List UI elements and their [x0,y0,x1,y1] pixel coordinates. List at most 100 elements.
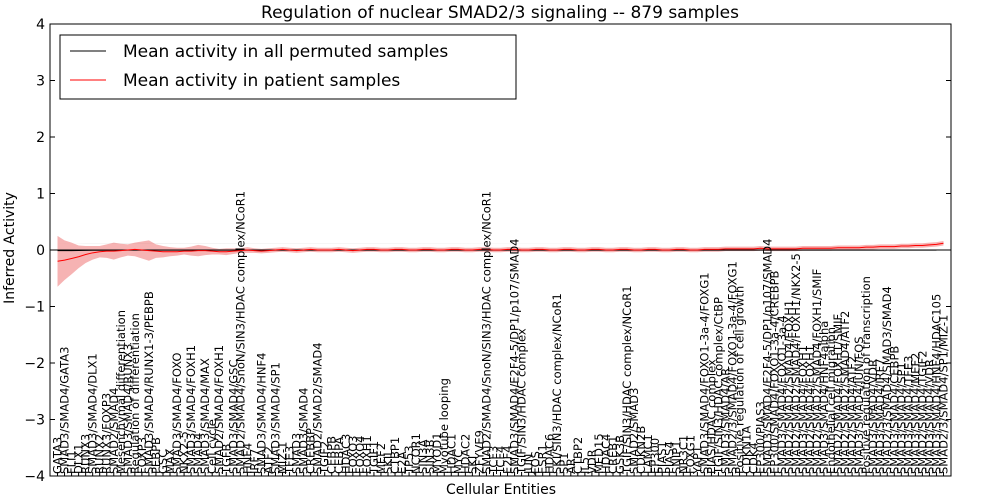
patient-band [57,235,944,287]
x-tick-label: VDR [585,449,599,474]
x-tick-label: CREB1 [606,436,620,475]
x-tick-label: SMAD3/SMAD4/IRF7 [873,358,887,474]
y-tick-label: −1 [24,300,45,316]
x-tick-label: NCOR1 [409,433,423,474]
x-tick-label: E2A [395,451,409,474]
x-tick-label: HDAC2 [458,434,472,474]
x-tick-label: TCF3 [486,446,500,475]
x-tick-label: TCF4 [494,446,508,475]
x-tick-label: CDKN2B [634,426,648,474]
plot-frame [49,23,952,477]
x-tick-label: CTBP1 [388,437,402,474]
x-tick-label: SMAD2/SMAD2/SMAD4/ATF2 [838,311,852,474]
x-tick-label: EP300/PIAS3 [754,401,768,474]
x-tick-label: FLI1 [65,450,79,474]
legend-label-patient: Mean activity in patient samples [123,71,400,91]
x-tick-label: SMAD2/SMAD3 [627,388,641,474]
x-tick-label: SMAD3/SMAD4/DLX1 [86,353,100,474]
x-tick-label: SMAD4 [191,433,205,474]
y-tick-label: 4 [36,17,45,33]
x-tick-label: TGIF2 [318,441,332,475]
permuted-band [57,243,937,244]
x-tick-label: CEBPA [332,437,346,474]
x-tick-label: SMAD3/SMAD4/E2F4-5/DP1/p107/SMAD4 [508,239,522,475]
x-tick-label: FOXO3 [346,436,360,474]
x-tick-label: EP300 [648,438,662,474]
x-tick-label: Cell cycle [205,419,219,474]
x-tick-label: SMAD3/SMAD4/SP1 [894,362,908,474]
y-tick-label: −2 [24,356,45,372]
x-tick-label: TGIF/SIN3/HDAC complex [515,328,529,475]
y-axis-ticks: −4 −3 −2 −1 0 1 2 3 4 [24,17,951,485]
x-tick-label: SMAD3/SMAD4/HNF4 [254,353,268,474]
x-tick-label: GSC [156,450,170,474]
x-tick-label: CTBP2 [571,437,585,474]
x-tick-label: SMAD2/SMAD4/FOXH1/SMIF [831,314,845,474]
x-tick-label: SMAD3/SMAD4/SP1 [268,362,282,474]
x-tick-label: TGIF/SIN3/HDAC complex/NCoR1 [620,285,634,475]
x-tick-label: CDK4 [747,442,761,474]
x-tick-label: SKI [465,456,479,474]
x-tick-label: SMAD3/SMAD4/RUNX1-3/PEBPB [142,291,156,474]
x-tick-label: SMAD3/SMAD4/JUN/FOS [852,336,866,474]
legend-label-permuted: Mean activity in all permuted samples [123,42,448,62]
x-tick-label: SMAD2/SMAD4/TGIF2 [915,350,929,474]
patient-mean-line [57,242,944,262]
legend-box [59,34,517,100]
x-tick-label: AR [564,458,578,474]
x-tick-label: SMAD2/SMAD4/FOXH1 [212,345,226,474]
x-tick-label: SIN3A [416,439,430,474]
x-tick-label: SMAD3 [290,433,304,474]
x-tick-label: PIAS/HDAC complex [704,359,718,474]
x-tick-label: FOS [529,451,543,474]
x-tick-label: Regulation of differentiation [128,313,142,474]
x-tick-label: RUNX2 [93,434,107,474]
y-tick-label: 1 [36,187,45,203]
x-tick-label: SMAD3/SMAD4/MAX [198,358,212,474]
x-tick-label: SMAD3/SMAD4/RUNX3 [121,344,135,474]
x-tick-label: MEF2 [374,443,388,474]
legend: Mean activity in all permuted samples Me… [59,34,517,100]
x-tick-label: SMAD2/SMAD2/SMAD4/FOXH1 [782,300,796,474]
x-tick-label: SNIP1 [669,440,683,474]
x-tick-label: GATA3 [51,437,65,474]
x-axis-ticks: GATA3SMAD3/SMAD4/GATA3FLI1DLX1RUNX3SMAD3… [51,191,950,476]
x-tick-label: NKX2-5 [177,431,191,474]
x-tick-label: SMAD2/3/SMAD4/SMAD3/SMAD4 [880,286,894,474]
x-tick-label: TGIF1 [367,441,381,475]
x-tick-label: TGFB [219,443,233,475]
x-tick-label: SMAD3/SMAD4/FOXH1 [796,345,810,474]
x-tick-label: NR3C1 [676,435,690,474]
x-tick-label: SMAD2/3/SMAD4/SP1/MIZ-1 [936,315,950,474]
x-tick-label: SMAD2/SMAD2/SMAD4/FOXH1/NKX2-5 [789,253,803,474]
x-tick-label: PIAS4 [662,441,676,474]
x-tick-label: Myotube looping [437,378,451,474]
x-tick-label: FOXO4 [353,436,367,474]
x-tick-label: TFE3 [283,446,297,475]
x-tick-label: FOXP3 [135,437,149,474]
x-tick-label: MYC [451,450,465,474]
x-tick-label: Positive regulation of cell growth [733,286,747,474]
x-tick-label: HDAC3 [339,434,353,474]
y-tick-label: 2 [36,130,45,146]
x-tick-label: LAMC1 [641,434,655,474]
x-tick-label: SMAD3/SMAD4/AR [719,368,733,474]
x-tick-label: SMAD2/SMAD2/SMAD4/FOXH1/SMIF [810,269,824,474]
x-tick-label: GSK3B [613,435,627,474]
x-tick-label: RUNX3 [79,434,93,474]
x-tick-label: SMAD3/SMAD4/HNF4alpha [817,321,831,474]
y-tick-label: 3 [36,74,45,90]
x-tick-label: SKIL [381,449,395,474]
x-tick-label: SMAD2/SMAD4/SnoN/SIN3/HDAC complex/NCoR1 [479,191,493,474]
x-tick-label: Positive regulation of transcription [859,276,873,474]
x-tick-label: CDKN1A [740,426,754,474]
x-tick-label: SMAD2/SMAD4 [107,388,121,474]
x-tick-label: HDAC6 [543,434,557,474]
x-tick-label: TP53 [402,445,416,475]
chart-title: Regulation of nuclear SMAD2/3 signaling … [261,3,739,23]
x-tick-label: SMAD2/SMAD4/SnoN/SIN3/HDAC complex/NCoR1 [233,191,247,474]
confidence-bands [57,235,944,287]
x-tick-label: SMAD3/SMAD4/FOXO [170,353,184,474]
y-tick-label: −4 [24,469,45,485]
